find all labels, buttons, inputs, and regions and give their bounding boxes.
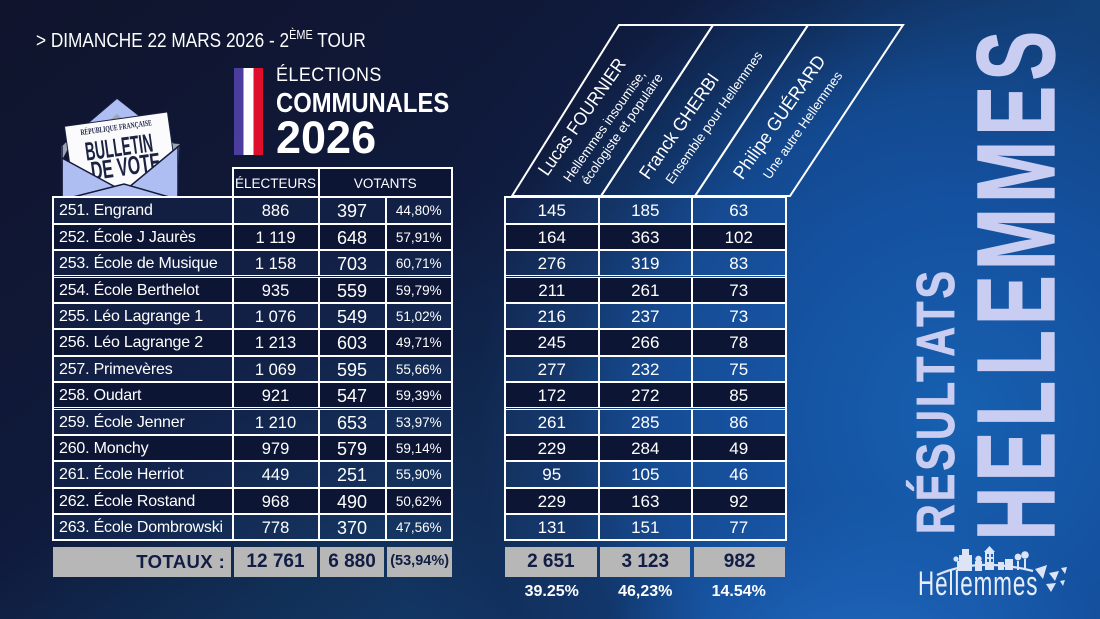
- svg-text:Hellemmes: Hellemmes: [918, 565, 1037, 603]
